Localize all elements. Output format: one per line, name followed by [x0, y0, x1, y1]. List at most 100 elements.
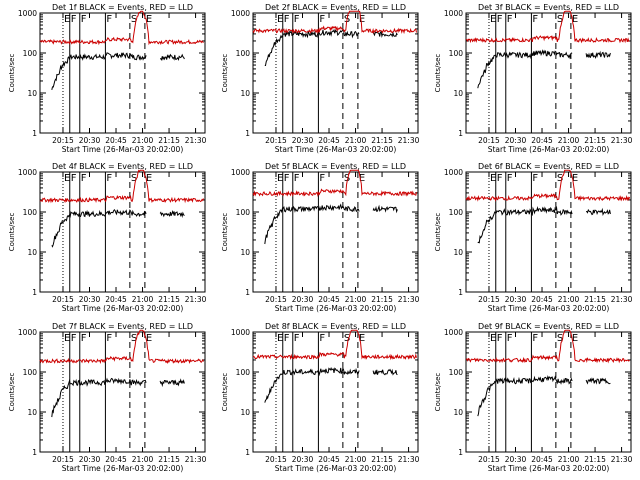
- x-tick-label: 21:00: [345, 295, 367, 304]
- x-tick-label: 20:30: [79, 295, 101, 304]
- x-tick-label: 20:45: [318, 136, 340, 145]
- x-tick-label: 20:15: [478, 136, 500, 145]
- x-tick-label: 21:30: [185, 136, 207, 145]
- x-tick-label: 20:45: [105, 455, 127, 464]
- lld-series-line: [39, 329, 204, 365]
- y-tick-label: 1: [32, 448, 37, 457]
- panel-title: Det 1f BLACK = Events, RED = LLD: [52, 3, 193, 12]
- marker-label: E: [277, 14, 283, 25]
- y-tick-label: 100: [449, 368, 464, 377]
- x-axis-label: Start Time (26-Mar-03 20:02:00): [275, 304, 397, 313]
- x-tick-label: 21:30: [611, 455, 633, 464]
- x-tick-label: 20:45: [531, 295, 553, 304]
- panel-title: Det 7f BLACK = Events, RED = LLD: [52, 322, 193, 331]
- events-series-line: [159, 378, 185, 388]
- marker-label: F: [319, 333, 325, 344]
- x-tick-label: 20:15: [478, 455, 500, 464]
- marker-label: F: [507, 14, 513, 25]
- x-tick-label: 20:15: [52, 136, 74, 145]
- y-tick-label: 10: [240, 248, 250, 257]
- events-series-line: [159, 53, 185, 61]
- x-tick-label: 20:15: [265, 136, 287, 145]
- y-tick-label: 1: [458, 129, 463, 138]
- y-tick-label: 1: [32, 129, 37, 138]
- x-tick-label: 21:30: [398, 295, 420, 304]
- x-tick-label: 21:15: [158, 295, 180, 304]
- y-axis-label: Counts/sec: [221, 373, 229, 412]
- marker-label: S: [557, 173, 563, 184]
- x-tick-label: 21:15: [371, 136, 393, 145]
- panel-title: Det 8f BLACK = Events, RED = LLD: [265, 322, 406, 331]
- y-tick-label: 100: [449, 49, 464, 58]
- marker-label: F: [532, 333, 538, 344]
- marker-label: F: [81, 173, 87, 184]
- marker-label: F: [294, 14, 300, 25]
- plot-frame: [465, 12, 632, 134]
- y-tick-label: 100: [236, 368, 251, 377]
- lld-series-line: [465, 329, 630, 364]
- marker-label: E: [64, 173, 70, 184]
- y-tick-label: 1: [245, 448, 250, 457]
- events-series-line: [585, 50, 611, 59]
- y-tick-label: 1000: [18, 328, 37, 337]
- marker-label: F: [106, 173, 112, 184]
- y-tick-label: 100: [23, 368, 38, 377]
- marker-label: E: [572, 173, 578, 184]
- events-series-line: [586, 207, 611, 217]
- x-tick-label: 21:15: [584, 136, 606, 145]
- y-axis-label: Counts/sec: [8, 213, 16, 252]
- x-tick-label: 21:15: [371, 295, 393, 304]
- marker-label: S: [557, 333, 563, 344]
- events-series-line: [159, 210, 185, 218]
- marker-label: S: [557, 14, 563, 25]
- y-tick-label: 10: [240, 89, 250, 98]
- events-series-line: [51, 52, 147, 91]
- y-tick-label: 10: [453, 89, 463, 98]
- plot-frame: [39, 171, 206, 293]
- plot-frame: [465, 171, 632, 293]
- marker-label: F: [284, 14, 290, 25]
- detector-panel: Det 2f BLACK = Events, RED = LLD 1 10 100 10…: [221, 3, 420, 154]
- y-axis-label: Counts/sec: [221, 54, 229, 93]
- y-tick-label: 1000: [18, 9, 37, 18]
- plot-frame: [252, 171, 419, 293]
- lld-series-line: [465, 169, 630, 202]
- x-tick-label: 21:00: [132, 295, 154, 304]
- marker-label: E: [490, 14, 496, 25]
- y-axis-label: Counts/sec: [8, 373, 16, 412]
- x-tick-label: 20:30: [292, 455, 314, 464]
- plot-frame: [252, 12, 419, 134]
- y-axis-label: Counts/sec: [434, 373, 442, 412]
- marker-label: E: [64, 333, 70, 344]
- marker-label: F: [507, 173, 513, 184]
- events-series-line: [372, 30, 398, 38]
- events-series-line: [264, 366, 360, 403]
- x-tick-label: 21:00: [345, 455, 367, 464]
- panel-title: Det 5f BLACK = Events, RED = LLD: [265, 162, 406, 171]
- marker-label: F: [284, 333, 290, 344]
- y-tick-label: 1000: [444, 9, 463, 18]
- marker-label: E: [359, 14, 365, 25]
- x-tick-label: 21:00: [558, 455, 580, 464]
- marker-label: E: [572, 14, 578, 25]
- x-tick-label: 20:45: [318, 455, 340, 464]
- x-tick-label: 20:45: [318, 295, 340, 304]
- lld-series-line: [252, 169, 417, 198]
- x-tick-label: 20:15: [265, 295, 287, 304]
- marker-label: S: [131, 333, 137, 344]
- marker-label: F: [81, 333, 87, 344]
- y-axis-label: Counts/sec: [221, 213, 229, 252]
- marker-label: E: [359, 333, 365, 344]
- x-tick-label: 20:30: [505, 455, 527, 464]
- marker-label: F: [294, 173, 300, 184]
- marker-label: S: [344, 333, 350, 344]
- x-tick-label: 20:30: [79, 136, 101, 145]
- detector-panel: Det 3f BLACK = Events, RED = LLD 1 10 100 10…: [434, 3, 633, 154]
- x-tick-label: 21:30: [398, 136, 420, 145]
- events-series-line: [51, 377, 147, 418]
- x-tick-label: 21:00: [558, 136, 580, 145]
- lld-series-line: [465, 10, 630, 44]
- y-tick-label: 10: [453, 248, 463, 257]
- y-tick-label: 10: [453, 408, 463, 417]
